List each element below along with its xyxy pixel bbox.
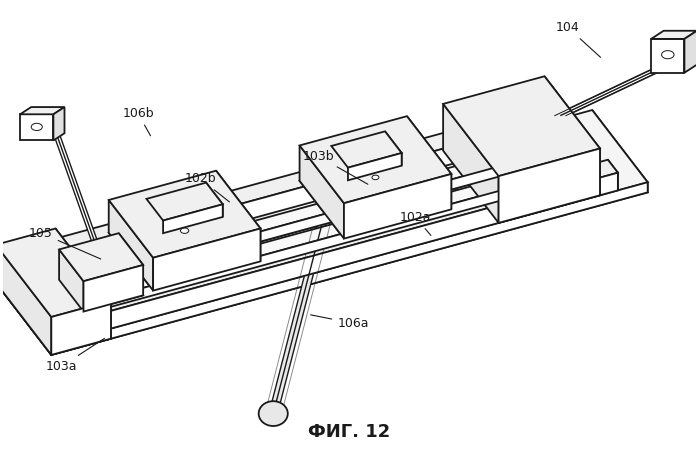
Ellipse shape bbox=[314, 224, 330, 231]
Polygon shape bbox=[69, 167, 588, 318]
Polygon shape bbox=[54, 113, 572, 272]
Polygon shape bbox=[147, 195, 223, 233]
Ellipse shape bbox=[259, 401, 288, 426]
Polygon shape bbox=[385, 131, 402, 165]
Polygon shape bbox=[43, 118, 572, 272]
Polygon shape bbox=[89, 159, 618, 314]
Text: 102b: 102b bbox=[185, 172, 229, 202]
Polygon shape bbox=[443, 123, 600, 223]
Text: 104: 104 bbox=[556, 21, 600, 57]
Polygon shape bbox=[147, 199, 163, 233]
Text: 106a: 106a bbox=[310, 315, 368, 330]
Text: 103a: 103a bbox=[46, 338, 104, 373]
Polygon shape bbox=[119, 233, 143, 295]
Polygon shape bbox=[563, 101, 572, 131]
Ellipse shape bbox=[661, 51, 674, 59]
Polygon shape bbox=[300, 116, 452, 203]
Ellipse shape bbox=[533, 169, 549, 179]
Polygon shape bbox=[0, 266, 111, 355]
Ellipse shape bbox=[496, 112, 508, 120]
Polygon shape bbox=[43, 101, 572, 255]
Ellipse shape bbox=[93, 267, 110, 278]
Polygon shape bbox=[344, 174, 452, 239]
Polygon shape bbox=[331, 146, 348, 180]
Polygon shape bbox=[147, 183, 223, 221]
Polygon shape bbox=[51, 182, 648, 355]
Polygon shape bbox=[153, 228, 261, 291]
Polygon shape bbox=[83, 265, 143, 312]
Ellipse shape bbox=[175, 225, 194, 237]
Polygon shape bbox=[53, 107, 64, 140]
Polygon shape bbox=[580, 157, 588, 177]
Polygon shape bbox=[651, 39, 684, 73]
Polygon shape bbox=[59, 233, 143, 281]
Polygon shape bbox=[443, 104, 498, 223]
Polygon shape bbox=[89, 177, 618, 332]
Polygon shape bbox=[89, 301, 99, 332]
Polygon shape bbox=[0, 120, 648, 355]
Ellipse shape bbox=[98, 270, 105, 275]
Polygon shape bbox=[20, 114, 53, 140]
Polygon shape bbox=[684, 31, 697, 73]
Polygon shape bbox=[300, 145, 344, 239]
Polygon shape bbox=[62, 157, 588, 308]
Polygon shape bbox=[216, 171, 261, 261]
Text: 102a: 102a bbox=[400, 211, 431, 235]
Polygon shape bbox=[592, 110, 648, 192]
Text: ФИГ. 12: ФИГ. 12 bbox=[308, 423, 391, 441]
Polygon shape bbox=[45, 278, 53, 298]
Text: 105: 105 bbox=[29, 227, 101, 259]
Text: 103b: 103b bbox=[303, 150, 368, 184]
Polygon shape bbox=[206, 183, 223, 217]
Polygon shape bbox=[62, 298, 69, 318]
Polygon shape bbox=[62, 167, 588, 318]
Polygon shape bbox=[545, 76, 600, 195]
Polygon shape bbox=[443, 76, 600, 176]
Ellipse shape bbox=[60, 310, 71, 317]
Ellipse shape bbox=[366, 171, 384, 183]
Polygon shape bbox=[0, 245, 51, 355]
Ellipse shape bbox=[445, 188, 461, 195]
Polygon shape bbox=[99, 173, 618, 332]
Text: 106b: 106b bbox=[122, 107, 154, 136]
Ellipse shape bbox=[31, 123, 43, 131]
Polygon shape bbox=[0, 110, 648, 345]
Polygon shape bbox=[55, 228, 111, 339]
Ellipse shape bbox=[60, 322, 71, 329]
Polygon shape bbox=[59, 250, 83, 312]
Polygon shape bbox=[45, 147, 572, 298]
Polygon shape bbox=[300, 152, 452, 239]
Polygon shape bbox=[348, 153, 402, 180]
Polygon shape bbox=[109, 203, 261, 291]
Polygon shape bbox=[651, 31, 697, 39]
Polygon shape bbox=[498, 149, 600, 223]
Ellipse shape bbox=[372, 175, 379, 180]
Polygon shape bbox=[51, 301, 111, 355]
Polygon shape bbox=[565, 136, 572, 157]
Ellipse shape bbox=[315, 228, 329, 234]
Polygon shape bbox=[45, 136, 572, 288]
Polygon shape bbox=[331, 131, 402, 168]
Polygon shape bbox=[163, 204, 223, 233]
Polygon shape bbox=[43, 242, 54, 272]
Polygon shape bbox=[53, 147, 572, 298]
Polygon shape bbox=[109, 200, 153, 291]
Polygon shape bbox=[331, 144, 402, 180]
Polygon shape bbox=[20, 107, 64, 114]
Ellipse shape bbox=[496, 128, 508, 137]
Ellipse shape bbox=[165, 265, 181, 271]
Polygon shape bbox=[0, 272, 51, 355]
Polygon shape bbox=[407, 116, 452, 209]
Polygon shape bbox=[59, 264, 143, 312]
Ellipse shape bbox=[180, 228, 189, 234]
Polygon shape bbox=[0, 228, 111, 317]
Polygon shape bbox=[608, 159, 618, 191]
Polygon shape bbox=[109, 171, 261, 258]
